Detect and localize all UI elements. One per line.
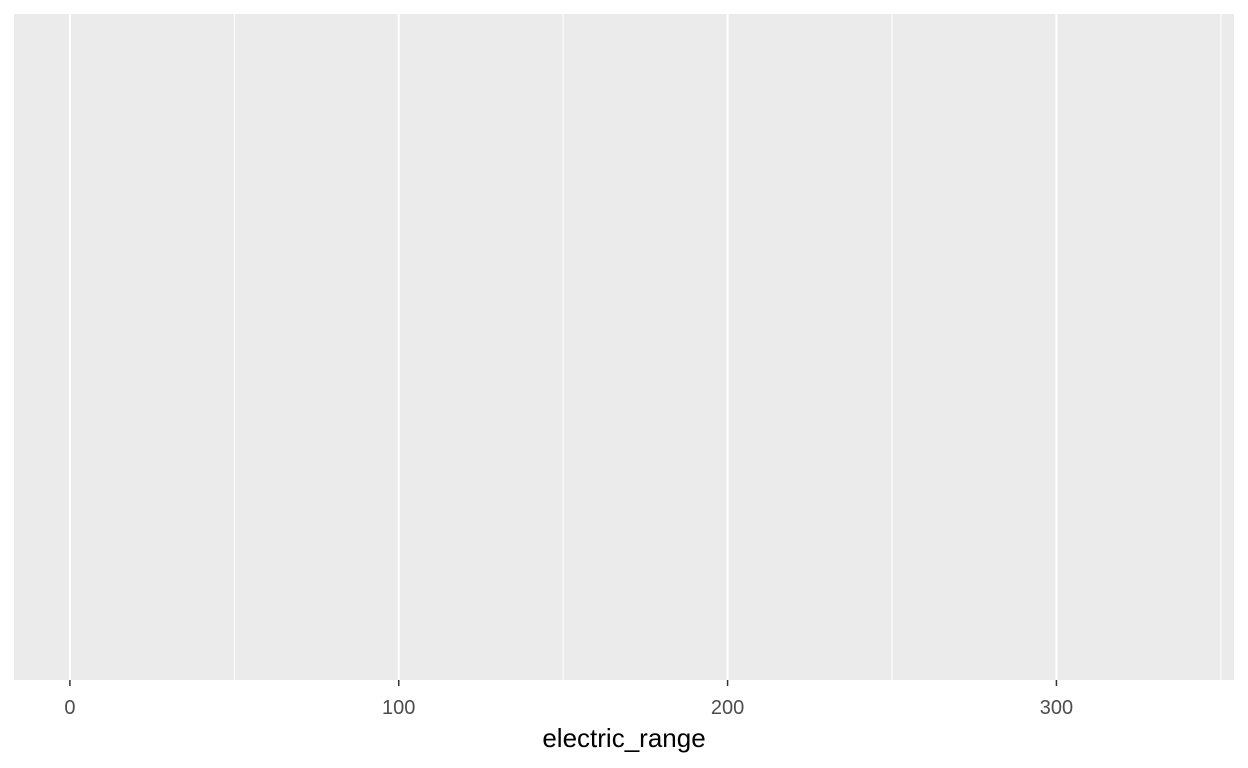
- x-tick-label-100: 100: [382, 697, 415, 719]
- minor-gridlines: [233, 14, 1222, 680]
- panel-background: [14, 14, 1234, 680]
- x-tick-label-0: 0: [64, 697, 75, 719]
- x-axis-title: electric_range: [542, 723, 705, 753]
- x-axis-tick-labels: 0 100 200 300: [64, 697, 1073, 719]
- major-gridlines: [68, 14, 1058, 680]
- x-tick-label-200: 200: [711, 697, 744, 719]
- x-tick-label-300: 300: [1040, 697, 1073, 719]
- x-axis-ticks: [69, 680, 1058, 686]
